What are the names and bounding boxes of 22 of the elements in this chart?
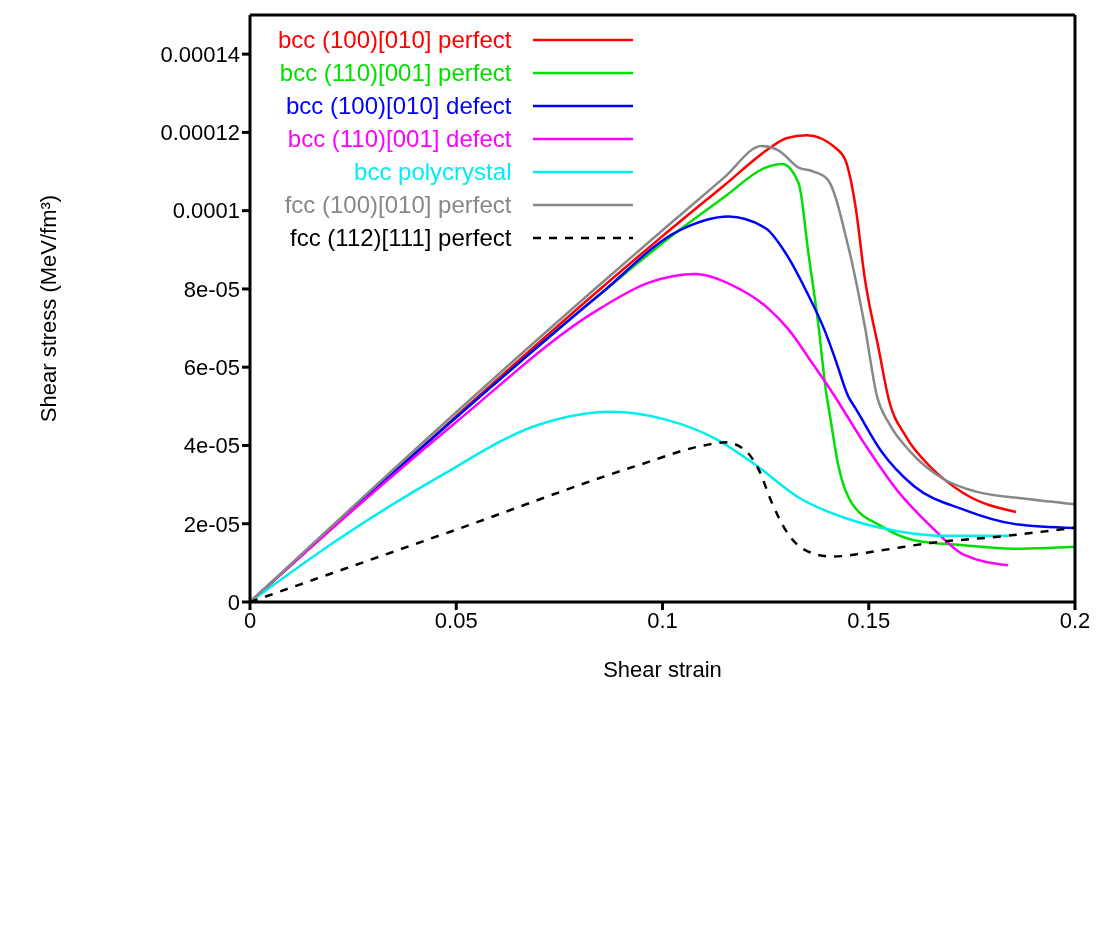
x-tick-label: 0.05	[434, 607, 478, 633]
y-tick-label: 6e-05	[183, 355, 240, 381]
legend-label: bcc (100)[010] defect	[286, 91, 512, 121]
y-axis-title: Shear stress (MeV/fm³)	[35, 194, 61, 423]
legend-label: fcc (112)[111] perfect	[290, 223, 512, 253]
x-tick-label: 0.2	[1059, 607, 1091, 633]
x-tick-label: 0.15	[847, 607, 891, 633]
legend-label: bcc (110)[001] defect	[287, 124, 512, 154]
legend-label: bcc polycrystal	[354, 157, 512, 187]
x-tick-label: 0	[243, 607, 257, 633]
y-tick-label: 2e-05	[183, 511, 240, 537]
y-tick-label: 0.00014	[160, 41, 240, 67]
y-tick-label: 0	[227, 589, 240, 615]
y-tick-label: 0.0001	[172, 198, 240, 224]
y-tick-label: 4e-05	[183, 433, 240, 459]
y-tick-label: 8e-05	[183, 276, 240, 302]
x-tick-label: 0.1	[647, 607, 678, 633]
legend-label: fcc (100)[010] perfect	[284, 190, 512, 220]
legend-label: bcc (110)[001] perfect	[279, 58, 512, 88]
x-axis-title: Shear strain	[603, 657, 722, 682]
legend-label: bcc (100)[010] perfect	[278, 25, 512, 55]
y-tick-label: 0.00012	[160, 120, 240, 146]
